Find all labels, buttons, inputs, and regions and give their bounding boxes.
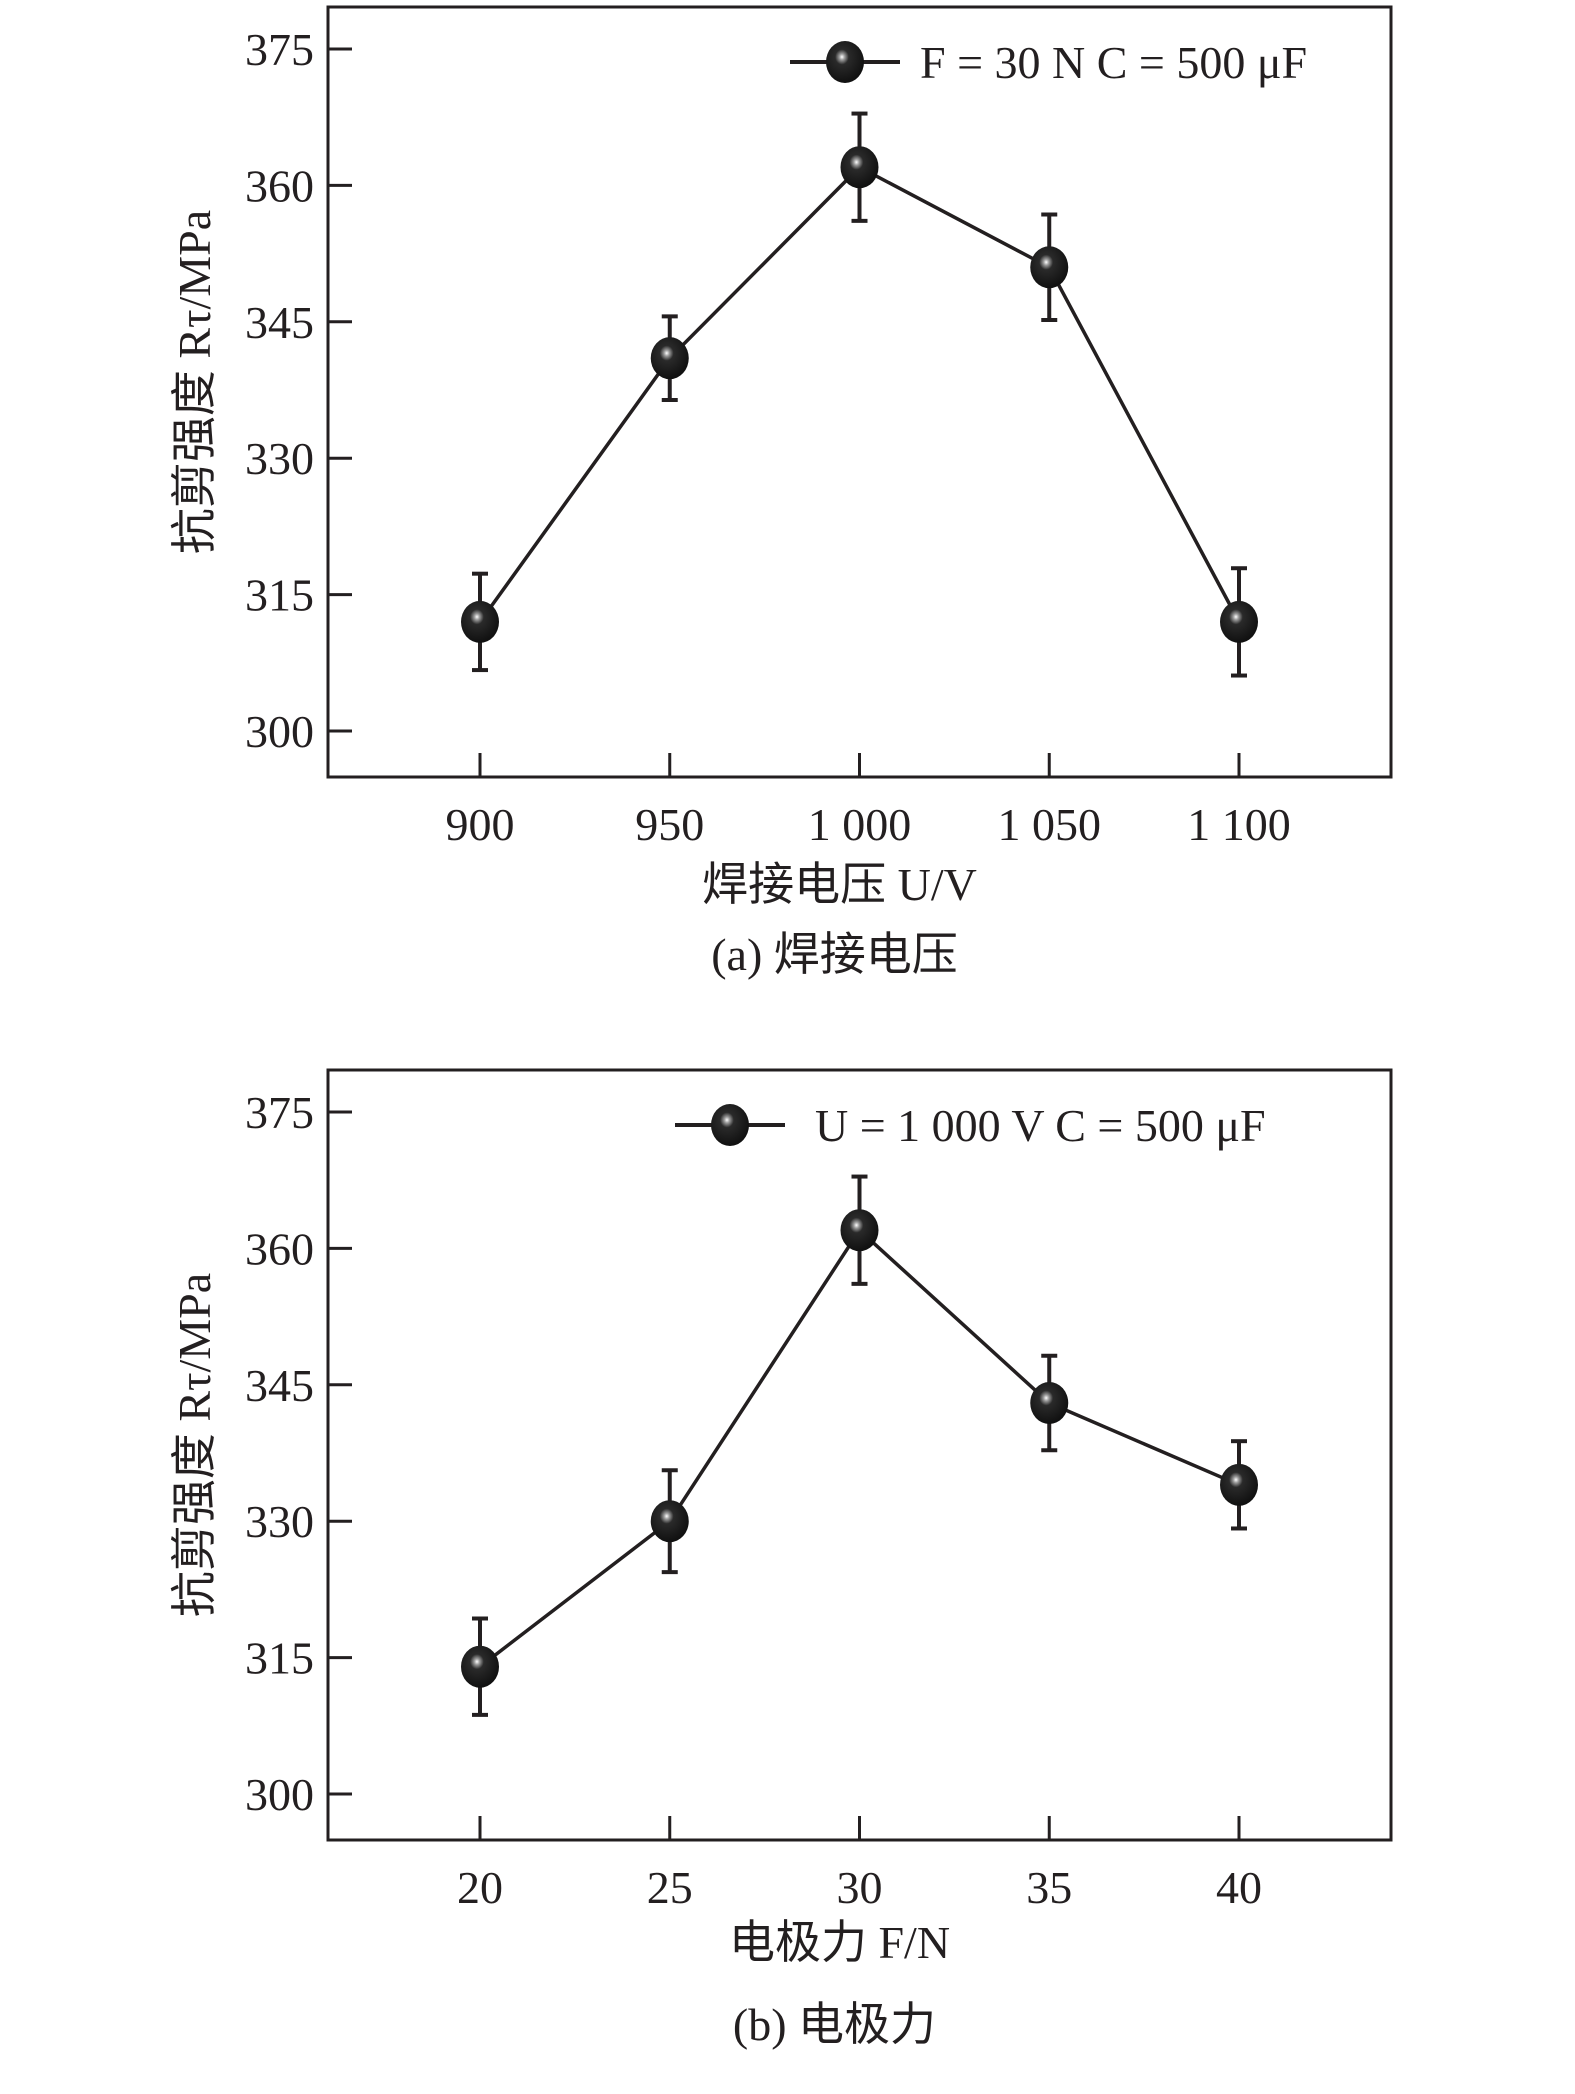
y-tick-label: 315 [245, 570, 314, 621]
legend-text: F = 30 N C = 500 μF [920, 37, 1307, 88]
data-point [840, 146, 879, 189]
x-tick-label: 950 [635, 799, 704, 850]
x-axis-label: 电极力 F/N [729, 1917, 950, 1968]
figure-caption: (b) 电极力 [733, 1999, 936, 2050]
series-line [478, 165, 1241, 623]
series-line [478, 1227, 1240, 1669]
data-point [650, 337, 689, 380]
y-tick-label: 360 [245, 160, 314, 211]
data-point [461, 600, 499, 643]
y-tick-label: 315 [245, 1633, 314, 1684]
legend-marker [826, 41, 864, 83]
y-tick-label: 330 [245, 433, 314, 484]
data-point [1220, 600, 1258, 643]
legend-marker [711, 1104, 749, 1146]
x-tick-label: 20 [457, 1862, 503, 1913]
x-tick-label: 30 [837, 1862, 883, 1913]
data-point [461, 1645, 499, 1688]
x-tick-label: 1 000 [808, 799, 912, 850]
y-tick-label: 345 [245, 297, 314, 348]
data-point [650, 1500, 689, 1543]
y-tick-label: 330 [245, 1496, 314, 1547]
data-point [1030, 246, 1069, 289]
y-tick-label: 360 [245, 1223, 314, 1274]
data-point [1220, 1463, 1258, 1506]
x-axis-label: 焊接电压 U/V [702, 859, 977, 910]
chart-a-welding-voltage: 300 315 330 345 360 375 900 950 1 000 1 050 1 100 焊… [169, 5, 1393, 980]
y-axis-label: 抗剪强度 Rτ/MPa [169, 1273, 220, 1617]
y-tick-label: 300 [245, 706, 314, 757]
x-tick-label: 40 [1216, 1862, 1262, 1913]
chart-b-electrode-force: 300 315 330 345 360 375 20 25 30 35 40 电极力 F/N 抗剪强度 … [169, 1068, 1393, 2050]
y-tick-label: 375 [245, 1087, 314, 1138]
figure-caption: (a) 焊接电压 [711, 929, 958, 980]
x-tick-label: 1 050 [998, 799, 1102, 850]
y-tick-label: 300 [245, 1769, 314, 1820]
x-tick-label: 1 100 [1187, 799, 1291, 850]
x-tick-label: 900 [446, 799, 515, 850]
y-tick-label: 345 [245, 1360, 314, 1411]
data-point [840, 1209, 879, 1252]
x-tick-label: 35 [1026, 1862, 1072, 1913]
y-tick-label: 375 [245, 24, 314, 75]
legend-text: U = 1 000 V C = 500 μF [815, 1100, 1266, 1151]
x-tick-label: 25 [647, 1862, 693, 1913]
y-axis-label: 抗剪强度 Rτ/MPa [169, 210, 220, 554]
data-point [1030, 1381, 1069, 1424]
